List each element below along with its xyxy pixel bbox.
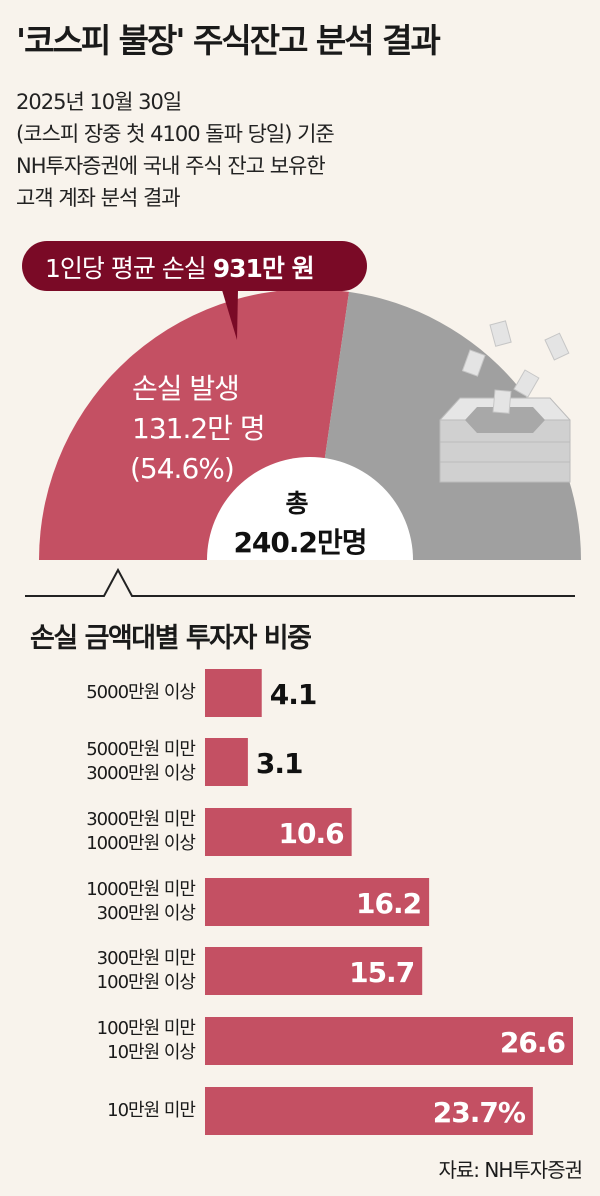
category-line: 100만원 미만 xyxy=(96,1018,196,1039)
category-line: 300만원 미만 xyxy=(96,948,196,969)
bar xyxy=(205,738,248,786)
subtitle: 2025년 10월 30일 (코스피 장중 첫 4100 돌파 당일) 기준 N… xyxy=(16,86,335,214)
section-divider xyxy=(25,567,575,597)
bar-category-label: 5000만원 이상 xyxy=(86,681,196,705)
category-line: 5000만원 미만 xyxy=(86,739,196,760)
loss-label: 손실 발생 xyxy=(132,372,239,405)
category-line: 3000만원 이상 xyxy=(86,763,196,784)
bar-category-label: 5000만원 미만 3000만원 이상 xyxy=(86,738,196,786)
subtitle-line: NH투자증권에 국내 주식 잔고 보유한 xyxy=(16,154,326,178)
bar xyxy=(205,669,262,717)
category-line: 1000만원 이상 xyxy=(86,833,196,854)
bar-value-label: 3.1 xyxy=(256,747,303,780)
subtitle-line: 고객 계좌 분석 결과 xyxy=(16,186,181,210)
bar-value-label: 10.6 xyxy=(279,817,344,850)
paper-piece xyxy=(461,349,486,377)
total-value: 240.2만명 xyxy=(233,526,366,559)
paper-piece xyxy=(544,332,570,361)
pot-opening xyxy=(465,407,545,433)
pot-side xyxy=(439,439,571,463)
bar-category-label: 100만원 미만 10만원 이상 xyxy=(96,1017,196,1065)
bar xyxy=(205,947,423,995)
paper-piece xyxy=(489,320,512,347)
total-label: 총 xyxy=(285,489,308,518)
bar-value-label: 26.6 xyxy=(500,1026,565,1059)
callout-value: 931만 원 xyxy=(213,254,314,283)
pot-side xyxy=(439,459,571,483)
bar-value-label: 23.7% xyxy=(433,1096,526,1129)
bar-value-label: 16.2 xyxy=(356,887,421,920)
subtitle-line: (코스피 장중 첫 4100 돌파 당일) 기준 xyxy=(16,122,335,146)
category-line: 3000만원 미만 xyxy=(86,809,196,830)
paper-piece xyxy=(513,369,540,398)
category-line: 300만원 이상 xyxy=(96,903,196,924)
callout-label: 1인당 평균 손실 xyxy=(45,254,213,283)
callout-pointer xyxy=(222,290,238,340)
stacked-rice-cake-pot-icon xyxy=(439,320,571,483)
source-note: 자료: NH투자증권 xyxy=(438,1158,583,1182)
category-line: 1000만원 미만 xyxy=(86,879,196,900)
bar-category-label: 10만원 미만 xyxy=(107,1099,196,1123)
page-title: '코스피 불장' 주식잔고 분석 결과 xyxy=(16,21,441,60)
category-line: 5000만원 이상 xyxy=(86,682,196,703)
subtitle-line: 2025년 10월 30일 xyxy=(16,90,182,114)
callout-bubble xyxy=(22,241,367,291)
bar-chart-title: 손실 금액대별 투자자 비중 xyxy=(30,623,312,654)
category-line: 10만원 이상 xyxy=(107,1042,196,1063)
category-line: 100만원 이상 xyxy=(96,972,196,993)
bar xyxy=(205,878,430,926)
bar-value-label: 15.7 xyxy=(349,956,414,989)
loss-percent: (54.6%) xyxy=(130,452,234,485)
bar-category-label: 300만원 미만 100만원 이상 xyxy=(96,947,196,995)
paper-piece xyxy=(492,389,512,414)
bar-category-label: 3000만원 미만 1000만원 이상 xyxy=(86,808,196,856)
bar-category-label: 1000만원 미만 300만원 이상 xyxy=(86,878,196,926)
bar xyxy=(205,1087,533,1135)
pie-center-hole xyxy=(207,457,413,560)
loss-value: 131.2만 명 xyxy=(132,412,265,445)
category-line: 10만원 미만 xyxy=(107,1100,196,1121)
bar-value-label: 4.1 xyxy=(270,678,317,711)
bar xyxy=(205,1017,573,1065)
bar xyxy=(205,808,352,856)
callout-text: 1인당 평균 손실 931만 원 xyxy=(45,254,314,283)
